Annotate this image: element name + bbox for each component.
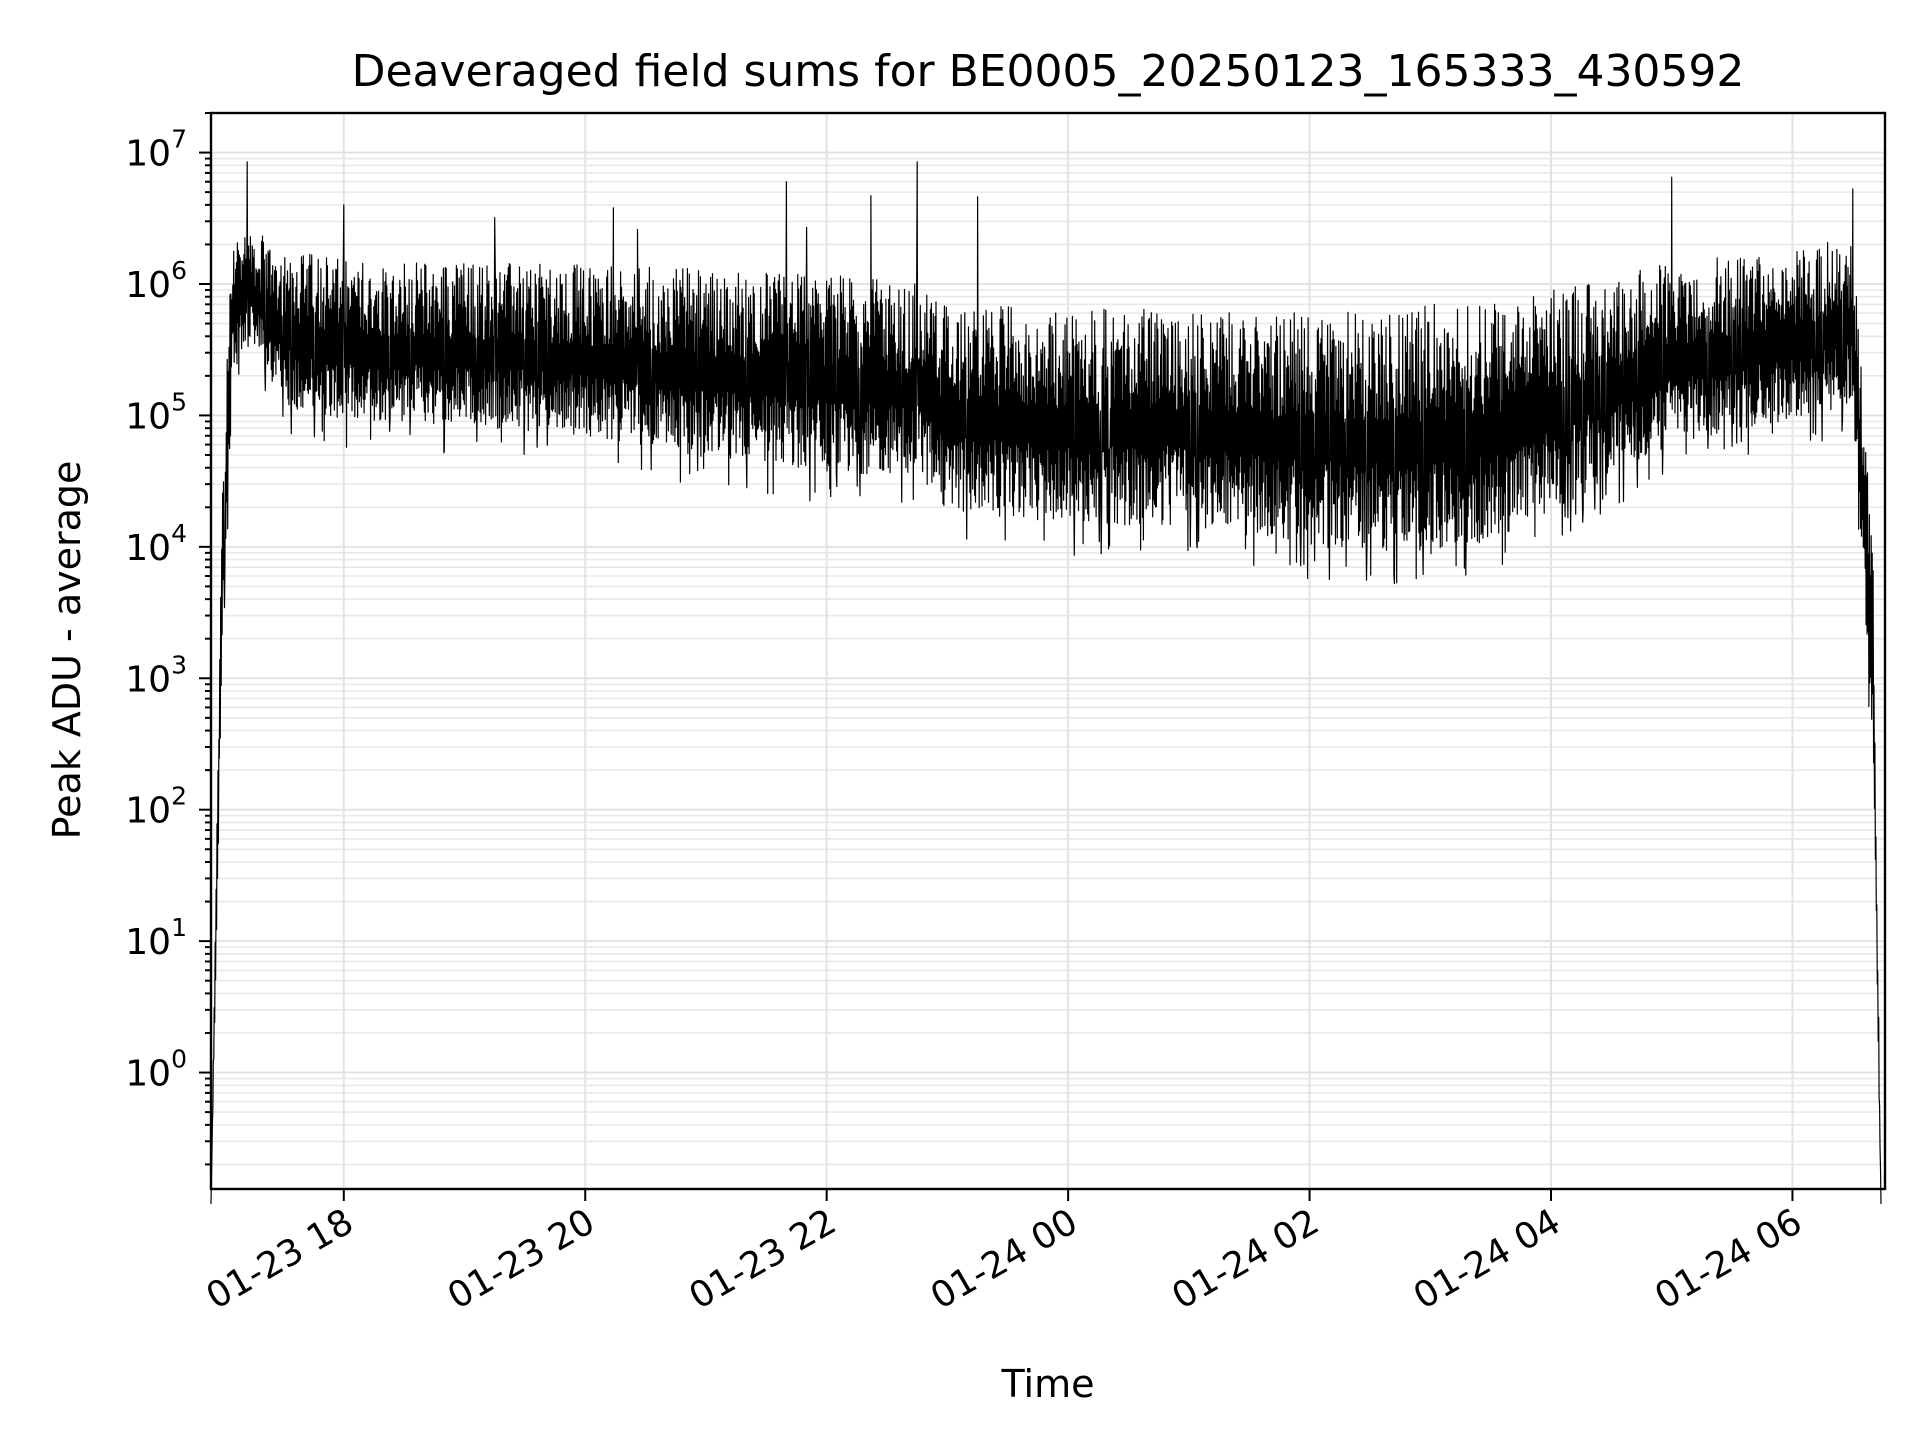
x-tick-label: 01-24 02 — [1165, 1201, 1326, 1317]
x-tick-label: 01-24 04 — [1407, 1201, 1568, 1317]
grid — [211, 112, 1885, 1189]
y-tick-label: 103 — [125, 650, 187, 700]
x-tick-label: 01-23 22 — [683, 1201, 844, 1317]
x-tick-label: 01-24 00 — [924, 1201, 1085, 1317]
plot-frame — [209, 111, 1887, 1191]
chart-title: Deaveraged field sums for BE0005_2025012… — [352, 46, 1745, 97]
y-tick-label: 105 — [125, 387, 187, 437]
y-tick-label: 106 — [125, 256, 187, 306]
y-tick-label: 100 — [125, 1045, 187, 1095]
y-axis-label: Peak ADU - average — [45, 461, 89, 840]
y-axis: 100 101 102 103 104 105 106 107 — [125, 112, 211, 1166]
series-line — [210, 161, 1882, 1205]
x-axis: 01-23 18 01-23 20 01-23 22 01-24 00 01-24 02… — [200, 1189, 1809, 1318]
x-tick-label: 01-24 06 — [1648, 1201, 1809, 1317]
y-tick-label: 104 — [125, 519, 187, 569]
y-tick-label: 102 — [125, 782, 187, 832]
x-tick-label: 01-23 18 — [200, 1201, 361, 1317]
x-axis-label: Time — [1001, 1362, 1095, 1406]
x-tick-label: 01-23 20 — [441, 1201, 602, 1317]
y-tick-label: 107 — [125, 125, 187, 175]
y-tick-label: 101 — [125, 913, 187, 963]
